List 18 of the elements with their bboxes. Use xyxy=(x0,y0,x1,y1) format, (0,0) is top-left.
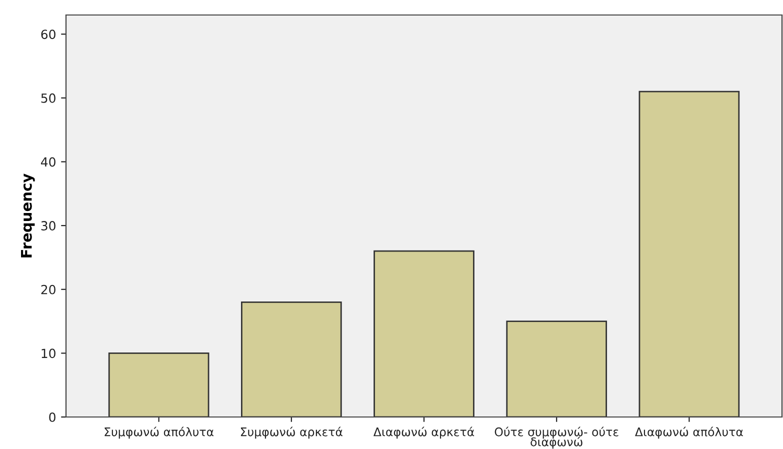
x-tick-label: Συμφωνώ αρκετά xyxy=(240,426,342,439)
bar xyxy=(506,320,608,417)
y-tick-label: 0 xyxy=(49,412,56,422)
y-tick-label: 20 xyxy=(41,284,56,294)
y-tick-label: 50 xyxy=(41,93,56,103)
y-tick-label: 40 xyxy=(40,157,56,167)
y-tick-label: 30 xyxy=(41,221,56,230)
y-tick-label: 60 xyxy=(41,30,56,40)
x-tick-label: Συμφωνώ απόλυτα xyxy=(104,426,214,439)
bar xyxy=(638,90,740,417)
bar xyxy=(108,352,210,417)
bar xyxy=(374,250,474,417)
y-axis-title: Frequency xyxy=(21,174,35,258)
x-tick-label: Διαφωνώ απόλυτα xyxy=(634,426,743,439)
bar xyxy=(240,301,342,417)
y-tick-label: 10 xyxy=(42,348,56,358)
x-tick-label: Ούτε συμφωνώ- ούτε διαφωνώ xyxy=(494,426,618,449)
x-tick-label: Διαφωνώ αρκετά xyxy=(373,426,474,439)
